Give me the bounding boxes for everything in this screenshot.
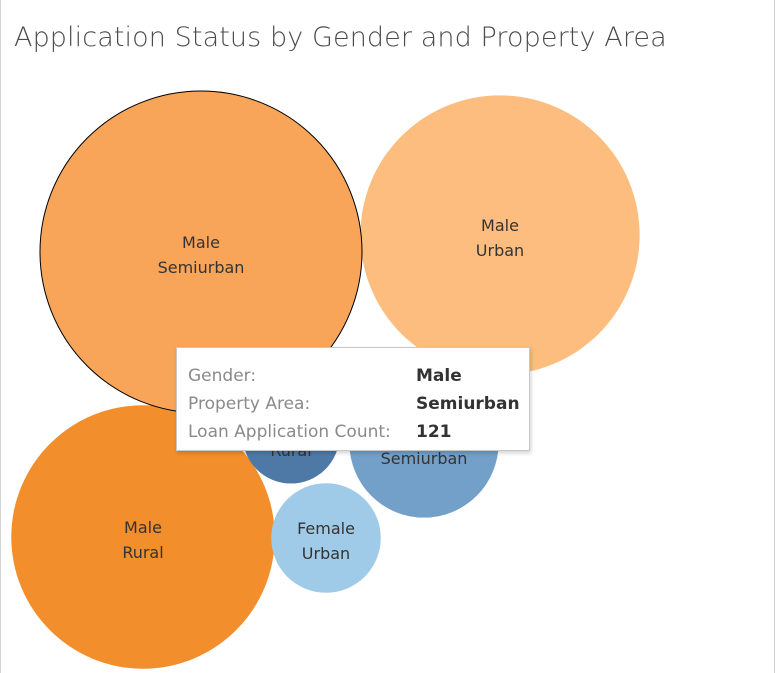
tooltip-label: Property Area: — [188, 394, 311, 414]
tooltip-row-gender: Gender: Male — [177, 362, 529, 390]
tooltip: Gender: Male Property Area: Semiurban Lo… — [176, 347, 530, 451]
tooltip-label: Loan Application Count: — [188, 422, 391, 442]
bubble-label-area: Urban — [302, 544, 350, 563]
bubble-male-urban[interactable] — [360, 95, 640, 375]
tooltip-value: 121 — [416, 422, 452, 442]
bubble-label-gender: Female — [297, 519, 355, 538]
chart-title: Application Status by Gender and Propert… — [14, 22, 667, 53]
tooltip-value: Semiurban — [416, 394, 520, 414]
bubble-label-gender: Male — [481, 216, 519, 235]
bubble-label-gender: Male — [182, 233, 220, 252]
bubble-label-area: Urban — [476, 241, 524, 260]
tooltip-row-property-area: Property Area: Semiurban — [177, 390, 529, 418]
tooltip-label: Gender: — [188, 366, 257, 386]
bubble-label-area: Semiurban — [158, 258, 245, 277]
bubble-female-urban[interactable] — [271, 483, 381, 593]
bubble-label-area: Semiurban — [381, 449, 468, 468]
bubble-male-rural[interactable] — [11, 405, 275, 669]
tooltip-row-count: Loan Application Count: 121 — [177, 418, 529, 446]
tooltip-value: Male — [416, 366, 462, 386]
bubble-label-gender: Male — [124, 518, 162, 537]
bubble-label-area: Rural — [122, 543, 163, 562]
left-border — [0, 0, 1, 673]
